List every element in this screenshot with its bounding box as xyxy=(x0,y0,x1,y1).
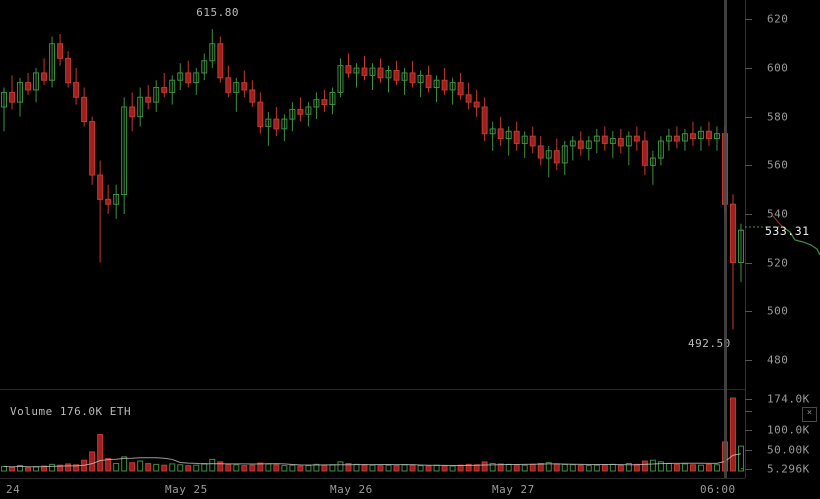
price-tick-label: 600 xyxy=(767,61,789,75)
price-tick xyxy=(745,311,752,313)
close-icon[interactable]: × xyxy=(802,407,817,422)
volume-bars xyxy=(1,397,745,472)
current-price-label[interactable]: 533.31 xyxy=(765,224,810,239)
price-candles xyxy=(1,29,745,330)
price-tick xyxy=(745,262,752,264)
price-tick-label: 540 xyxy=(767,207,789,221)
volume-tick-label: 100.0K xyxy=(767,423,810,437)
price-tick xyxy=(745,68,752,70)
price-tick xyxy=(745,19,752,21)
price-tick xyxy=(745,213,752,215)
price-tick-label: 500 xyxy=(767,304,789,318)
volume-tick-label: 5.296K xyxy=(767,462,810,476)
price-tick-label: 520 xyxy=(767,256,789,270)
axis-sparkline xyxy=(745,215,820,256)
volume-tick xyxy=(745,468,752,470)
crosshair-vertical-line[interactable] xyxy=(723,0,727,478)
price-tick xyxy=(745,359,752,361)
panel-separator-top xyxy=(0,389,745,390)
time-axis-label: May 27 xyxy=(492,483,535,496)
volume-tick-label: 174.0K xyxy=(767,392,810,406)
volume-tick xyxy=(745,450,752,452)
time-axis[interactable]: 24 May 25 May 26 May 27 06:00 xyxy=(0,478,745,499)
volume-chart-panel[interactable] xyxy=(0,393,745,478)
price-tick-label: 480 xyxy=(767,353,789,367)
axis-vertical-line xyxy=(745,0,746,478)
time-axis-label: 06:00 xyxy=(700,483,736,496)
price-chart-panel[interactable] xyxy=(0,0,745,389)
price-tick xyxy=(745,116,752,118)
price-tick-label: 580 xyxy=(767,110,789,124)
high-price-annotation: 615.80 xyxy=(196,5,240,19)
time-axis-label: 24 xyxy=(6,483,21,496)
price-tick-label: 620 xyxy=(767,12,789,26)
price-tick xyxy=(745,165,752,167)
low-price-annotation: 492.50 xyxy=(687,337,731,351)
volume-tick xyxy=(745,411,752,412)
volume-tick-label: 50.00K xyxy=(767,443,810,457)
volume-legend: Volume 176.0K ETH xyxy=(10,405,132,418)
price-axis[interactable]: 620 600 580 560 540 520 500 480 533.31 174.0K 100.… xyxy=(745,0,820,499)
time-axis-label: May 26 xyxy=(330,483,373,496)
time-axis-label: May 25 xyxy=(165,483,208,496)
price-tick-label: 560 xyxy=(767,158,789,172)
volume-tick xyxy=(745,429,752,431)
panel-separator-bottom xyxy=(0,478,745,479)
volume-tick xyxy=(745,398,752,400)
